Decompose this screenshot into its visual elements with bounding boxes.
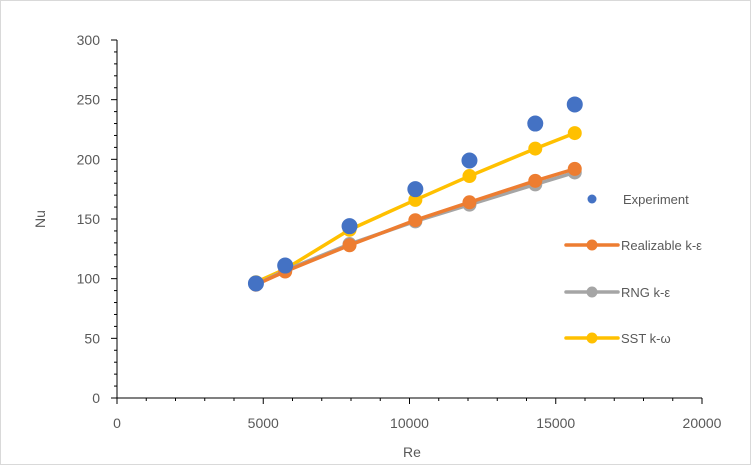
- data-point: [567, 126, 582, 141]
- data-point: [342, 238, 357, 253]
- y-tick-label: 0: [92, 390, 100, 406]
- legend-marker: [586, 286, 598, 298]
- legend-marker: [587, 194, 597, 204]
- y-tick-label: 200: [77, 151, 101, 167]
- x-axis-title: Re: [403, 444, 421, 460]
- legend-label: Experiment: [623, 192, 689, 207]
- y-tick-label: 300: [77, 32, 101, 48]
- legend-item-experiment: Experiment: [587, 192, 689, 207]
- x-tick-label: 20000: [683, 415, 722, 431]
- legend-item-realizable-k-: Realizable k-ε: [564, 238, 702, 253]
- data-point: [407, 181, 424, 198]
- data-point: [527, 115, 544, 132]
- x-tick-label: 15000: [536, 415, 575, 431]
- legend-item-sst-k-: SST k-ω: [564, 331, 671, 346]
- x-tick-label: 10000: [390, 415, 429, 431]
- legend: Experiment Realizable k-ε RNG k-ε SST k-ω: [564, 192, 702, 346]
- data-point: [341, 218, 358, 235]
- data-point: [247, 275, 264, 292]
- legend-label: Realizable k-ε: [621, 238, 702, 253]
- y-tick-label: 150: [77, 211, 101, 227]
- data-point: [277, 257, 294, 274]
- legend-marker: [586, 239, 598, 251]
- legend-marker: [586, 332, 598, 344]
- data-point: [462, 195, 477, 210]
- data-point: [408, 213, 423, 228]
- series-experiment: [247, 96, 583, 292]
- data-point: [567, 161, 582, 176]
- data-point: [566, 96, 583, 113]
- y-tick-label: 100: [77, 271, 101, 287]
- y-tick-label: 250: [77, 92, 101, 108]
- axes-layer: 0 50 100 150 200 250 300 0 5000 10000 15000 20000: [77, 32, 722, 431]
- data-point: [528, 141, 543, 156]
- data-point: [461, 152, 478, 169]
- y-tick-label: 50: [84, 330, 100, 346]
- legend-item-rng-k-: RNG k-ε: [564, 285, 670, 300]
- series-layer: [247, 96, 583, 292]
- legend-label: SST k-ω: [621, 331, 671, 346]
- data-point: [462, 169, 477, 184]
- x-tick-label: 5000: [248, 415, 279, 431]
- data-point: [528, 173, 543, 188]
- legend-label: RNG k-ε: [621, 285, 670, 300]
- y-axis-title: Nu: [32, 210, 48, 228]
- x-tick-label: 0: [113, 415, 121, 431]
